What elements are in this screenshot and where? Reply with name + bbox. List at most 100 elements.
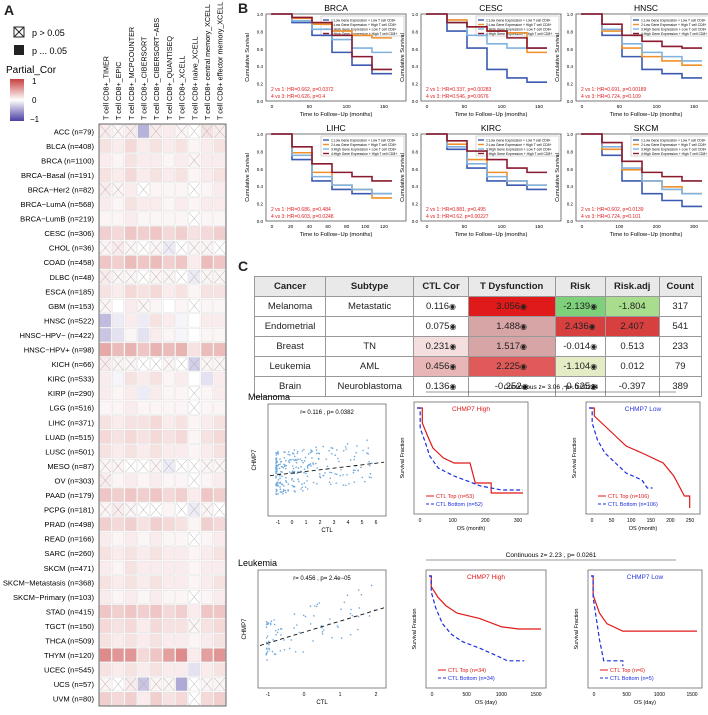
cross-mark: [163, 459, 175, 473]
km-ytick: 0.6: [567, 47, 574, 52]
eye-icon[interactable]: ◉: [520, 302, 528, 311]
scatter-point: [321, 626, 323, 629]
scatter-point: [343, 601, 346, 604]
scatter-point: [292, 480, 295, 483]
eye-icon[interactable]: ◉: [449, 382, 457, 391]
cell-risk[interactable]: -0.014◉: [554, 336, 606, 357]
column-label: T cell CD8+ naive_XCELL: [190, 36, 199, 120]
scatter-point: [287, 453, 289, 456]
km-stat: 4 vs 3: HR=0.724, p=0.109: [581, 94, 641, 100]
scatter-point: [296, 472, 299, 475]
cell-risk[interactable]: -1.104◉: [554, 356, 606, 377]
km-curve: [426, 133, 547, 174]
cell-risk-adj: 0.513: [604, 336, 660, 357]
heatmap-cell: [150, 255, 163, 270]
scatter-point: [275, 472, 278, 474]
row-label: KICH (n=66): [52, 360, 95, 369]
scatter-point: [282, 490, 284, 493]
heatmap-cell: [200, 400, 213, 415]
scatter-point: [293, 470, 296, 473]
heatmap-cell: [175, 328, 188, 342]
scatter-point: [297, 478, 299, 480]
heatmap-cell: [150, 226, 163, 240]
scatter-frame: [267, 403, 387, 517]
heatmap-cell: [112, 488, 125, 502]
eye-icon[interactable]: ◉: [449, 342, 457, 351]
cell-t-dysfunction[interactable]: 1.488◉: [467, 316, 556, 337]
eye-icon[interactable]: ◉: [449, 362, 457, 371]
cell-ctl-cor[interactable]: 0.116◉: [413, 296, 469, 317]
scatter-point: [265, 653, 267, 656]
cross-mark: [125, 459, 137, 473]
eye-icon[interactable]: ◉: [521, 382, 529, 391]
km-melanoma-high: CHMP7 High Survival Fraction OS (month) 0 10…: [400, 401, 529, 532]
eye-icon[interactable]: ◉: [590, 382, 598, 391]
eye-icon[interactable]: ◉: [590, 362, 598, 371]
scatter-point: [361, 476, 364, 479]
scatter-point: [303, 482, 306, 484]
km-title: KIRC: [481, 123, 501, 133]
scatter-point: [279, 491, 282, 493]
scatter-ylabel: CHMP7: [252, 449, 258, 471]
eye-icon[interactable]: ◉: [590, 302, 598, 311]
eye-icon[interactable]: ◉: [588, 322, 596, 331]
eye-icon[interactable]: ◉: [449, 302, 457, 311]
scatter-point: [299, 458, 301, 460]
scatter-point: [277, 628, 280, 631]
km-ytick: 0.6: [257, 167, 264, 172]
eye-icon[interactable]: ◉: [449, 322, 457, 331]
km-stat: 2 vs 1: HR=0.686, p=0.484: [271, 207, 331, 213]
heatmap-cell: [188, 371, 201, 386]
heatmap-cell: [150, 662, 163, 677]
heatmap-cell: [162, 299, 175, 313]
km-legend: 1:Low Gene Expression + Low T cell CD8+2…: [630, 15, 708, 37]
heatmap-cell: [124, 604, 137, 619]
km-xtick: 300: [690, 224, 698, 230]
km-xtick: 100: [653, 104, 661, 110]
heatmap-cell: [175, 197, 188, 211]
scatter-point: [328, 481, 331, 483]
heatmap-cell: [150, 575, 163, 590]
heatmap-cell: [112, 648, 125, 662]
cell-t-dysfunction[interactable]: 3.056◉: [467, 296, 556, 317]
cell-ctl-cor[interactable]: 0.456◉: [413, 356, 469, 377]
eye-icon[interactable]: ◉: [520, 362, 528, 371]
cell-risk[interactable]: -2.139◉: [554, 296, 606, 317]
scatter-point: [337, 457, 339, 460]
scatter-point: [349, 459, 352, 461]
km-ylabel: Survival Fraction: [412, 609, 418, 650]
km-ytick: 0.0: [567, 99, 574, 104]
scatter-point: [369, 472, 372, 475]
heatmap-cell: [162, 691, 175, 706]
heatmap-cell: [213, 488, 226, 502]
cell-subtype: Metastatic: [325, 296, 415, 317]
km-xtick: 150: [647, 518, 656, 524]
cell-ctl-cor[interactable]: 0.075◉: [413, 316, 469, 337]
cross-mark: [150, 124, 162, 138]
heatmap-cell: [150, 168, 163, 182]
heatmap-cell: [99, 633, 112, 648]
km-ylabel: Cumulative Survival: [555, 33, 561, 82]
scatter-point: [296, 450, 299, 453]
scatter-stat: r= 0.116 , p= 0.0382: [300, 410, 354, 416]
heatmap-cell: [99, 575, 112, 590]
cross-mark: [188, 299, 200, 313]
heatmap-cell: [124, 342, 137, 357]
heatmap-cell: [175, 182, 188, 197]
heatmap-cell: [188, 488, 201, 502]
scatter-point: [277, 484, 279, 487]
cell-t-dysfunction[interactable]: 2.225◉: [467, 356, 556, 377]
heatmap-cell: [99, 691, 112, 706]
cross-mark: [137, 357, 149, 371]
scatter-point: [309, 463, 312, 465]
cross-mark: [137, 459, 149, 473]
heatmap-cell: [175, 255, 188, 270]
eye-icon[interactable]: ◉: [520, 322, 528, 331]
eye-icon[interactable]: ◉: [520, 342, 528, 351]
heatmap-cell: [112, 299, 125, 313]
eye-icon[interactable]: ◉: [590, 342, 598, 351]
heatmap-cell: [175, 604, 188, 619]
heatmap-cell: [200, 575, 213, 590]
scatter-point: [275, 470, 278, 472]
heatmap-cell: [137, 313, 150, 328]
